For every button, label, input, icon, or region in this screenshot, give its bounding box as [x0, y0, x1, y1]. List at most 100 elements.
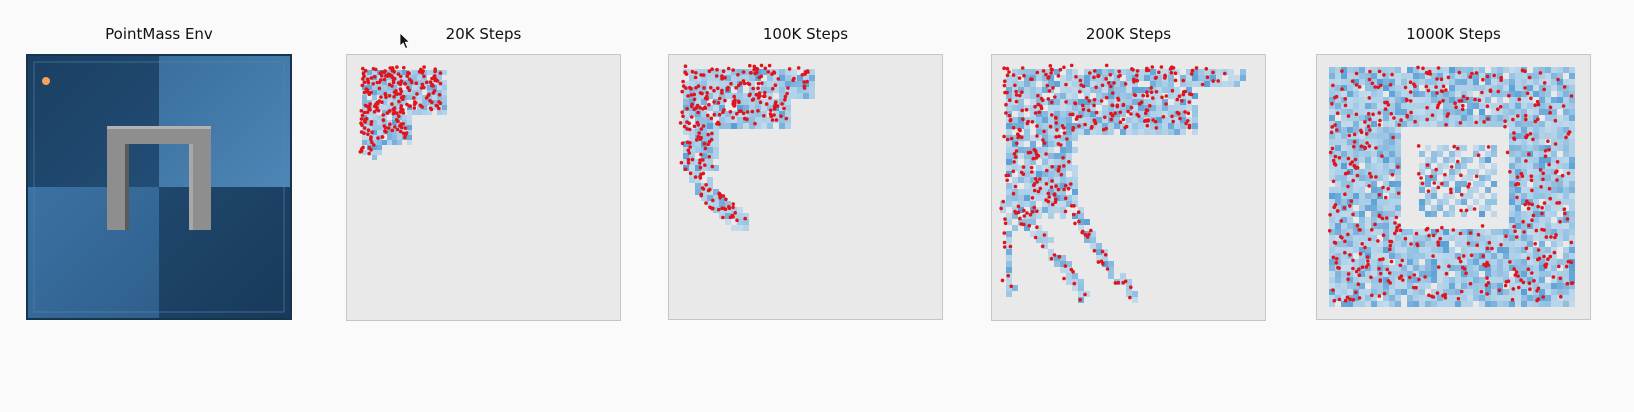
visited-cell [1563, 295, 1569, 301]
sample-point [723, 98, 727, 103]
visited-cell [1084, 291, 1090, 297]
visited-cell [725, 213, 731, 219]
visited-cell [1078, 213, 1084, 219]
sample-point [1481, 254, 1486, 258]
visited-cell [1335, 289, 1341, 295]
mouse-pointer-icon [399, 32, 411, 50]
visited-cell [1018, 69, 1024, 75]
visited-cell [1335, 67, 1341, 73]
visited-cell [1401, 109, 1407, 115]
sample-point [403, 82, 408, 86]
visited-cell [1371, 103, 1377, 109]
sample-point [1175, 110, 1180, 115]
visited-cell [1551, 97, 1557, 103]
visited-cell [1521, 283, 1527, 289]
sample-point [1072, 281, 1077, 286]
visited-cell [1341, 277, 1347, 283]
sample-point [1161, 115, 1166, 119]
visited-cell [1419, 109, 1425, 115]
sample-point [1053, 95, 1057, 99]
visited-cell [1443, 199, 1449, 205]
sample-point [1366, 259, 1370, 263]
sample-point [1398, 228, 1403, 233]
visited-cell [1030, 213, 1036, 219]
sample-point [723, 76, 727, 80]
visited-cell [1353, 241, 1359, 247]
sample-point [399, 96, 404, 100]
visited-cell [1389, 283, 1395, 289]
sample-point [1354, 112, 1359, 117]
visited-cell [1377, 133, 1383, 139]
sample-point [424, 96, 429, 100]
visited-cell [1533, 295, 1539, 301]
sample-point [1049, 67, 1054, 72]
visited-cell [1539, 193, 1545, 199]
visited-cell [1353, 133, 1359, 139]
visited-cell [1353, 175, 1359, 181]
visited-cell [1509, 79, 1515, 85]
visited-cell [1539, 151, 1545, 157]
visited-cell [1359, 277, 1365, 283]
sample-point [1066, 186, 1071, 191]
visited-cell [1341, 241, 1347, 247]
visited-cell [725, 93, 731, 99]
visited-cell [1335, 139, 1341, 145]
visited-cell [1377, 91, 1383, 97]
visited-cell [1102, 261, 1108, 267]
visited-cell [1341, 109, 1347, 115]
visited-cell [1467, 295, 1473, 301]
sample-point [1425, 163, 1430, 167]
visited-cell [1395, 97, 1401, 103]
visited-cell [1497, 109, 1503, 115]
visited-cell [1419, 247, 1425, 253]
visited-cell [1491, 289, 1497, 295]
visited-cell [1168, 75, 1174, 81]
sample-point [756, 109, 760, 113]
visited-cell [749, 99, 755, 105]
sample-point [359, 149, 364, 154]
visited-cell [1150, 81, 1156, 87]
visited-cell [1018, 99, 1024, 105]
visited-cell [1371, 151, 1377, 157]
visited-cell [427, 85, 432, 90]
visited-cell [683, 93, 689, 99]
sample-point [720, 74, 724, 78]
visited-cell [1162, 117, 1168, 123]
visited-cell [1060, 141, 1066, 147]
visited-cell [1078, 285, 1084, 291]
visited-cell [1437, 181, 1443, 187]
visited-cell [1509, 241, 1515, 247]
visited-cell [1539, 235, 1545, 241]
visited-cell [1407, 229, 1413, 235]
exploration-plot [668, 54, 943, 320]
visited-cell [1156, 111, 1162, 117]
visited-cell [1569, 67, 1575, 73]
sample-point [390, 128, 395, 133]
visited-cell [1479, 211, 1485, 217]
visited-cell [1461, 247, 1467, 253]
visited-cell [1491, 277, 1497, 283]
visited-cell [1138, 111, 1144, 117]
visited-cell [749, 123, 755, 129]
visited-cell [695, 177, 701, 183]
sample-point [1547, 186, 1552, 191]
visited-cell [1479, 235, 1485, 241]
visited-cell [1419, 169, 1425, 175]
visited-cell [1485, 283, 1491, 289]
visited-cell [1533, 181, 1539, 187]
visited-cell [1383, 139, 1389, 145]
visited-cell [1569, 217, 1575, 223]
visited-cell [412, 85, 417, 90]
sample-point [763, 94, 767, 98]
visited-cell [1060, 147, 1066, 153]
visited-cell [1497, 289, 1503, 295]
visited-cell [1383, 103, 1389, 109]
sample-point [381, 113, 386, 117]
visited-cell [1347, 175, 1353, 181]
visited-cell [1186, 87, 1192, 93]
visited-cell [1569, 151, 1575, 157]
visited-cell [1515, 115, 1521, 121]
visited-cell [367, 125, 372, 130]
visited-cell [1527, 169, 1533, 175]
visited-cell [1539, 133, 1545, 139]
